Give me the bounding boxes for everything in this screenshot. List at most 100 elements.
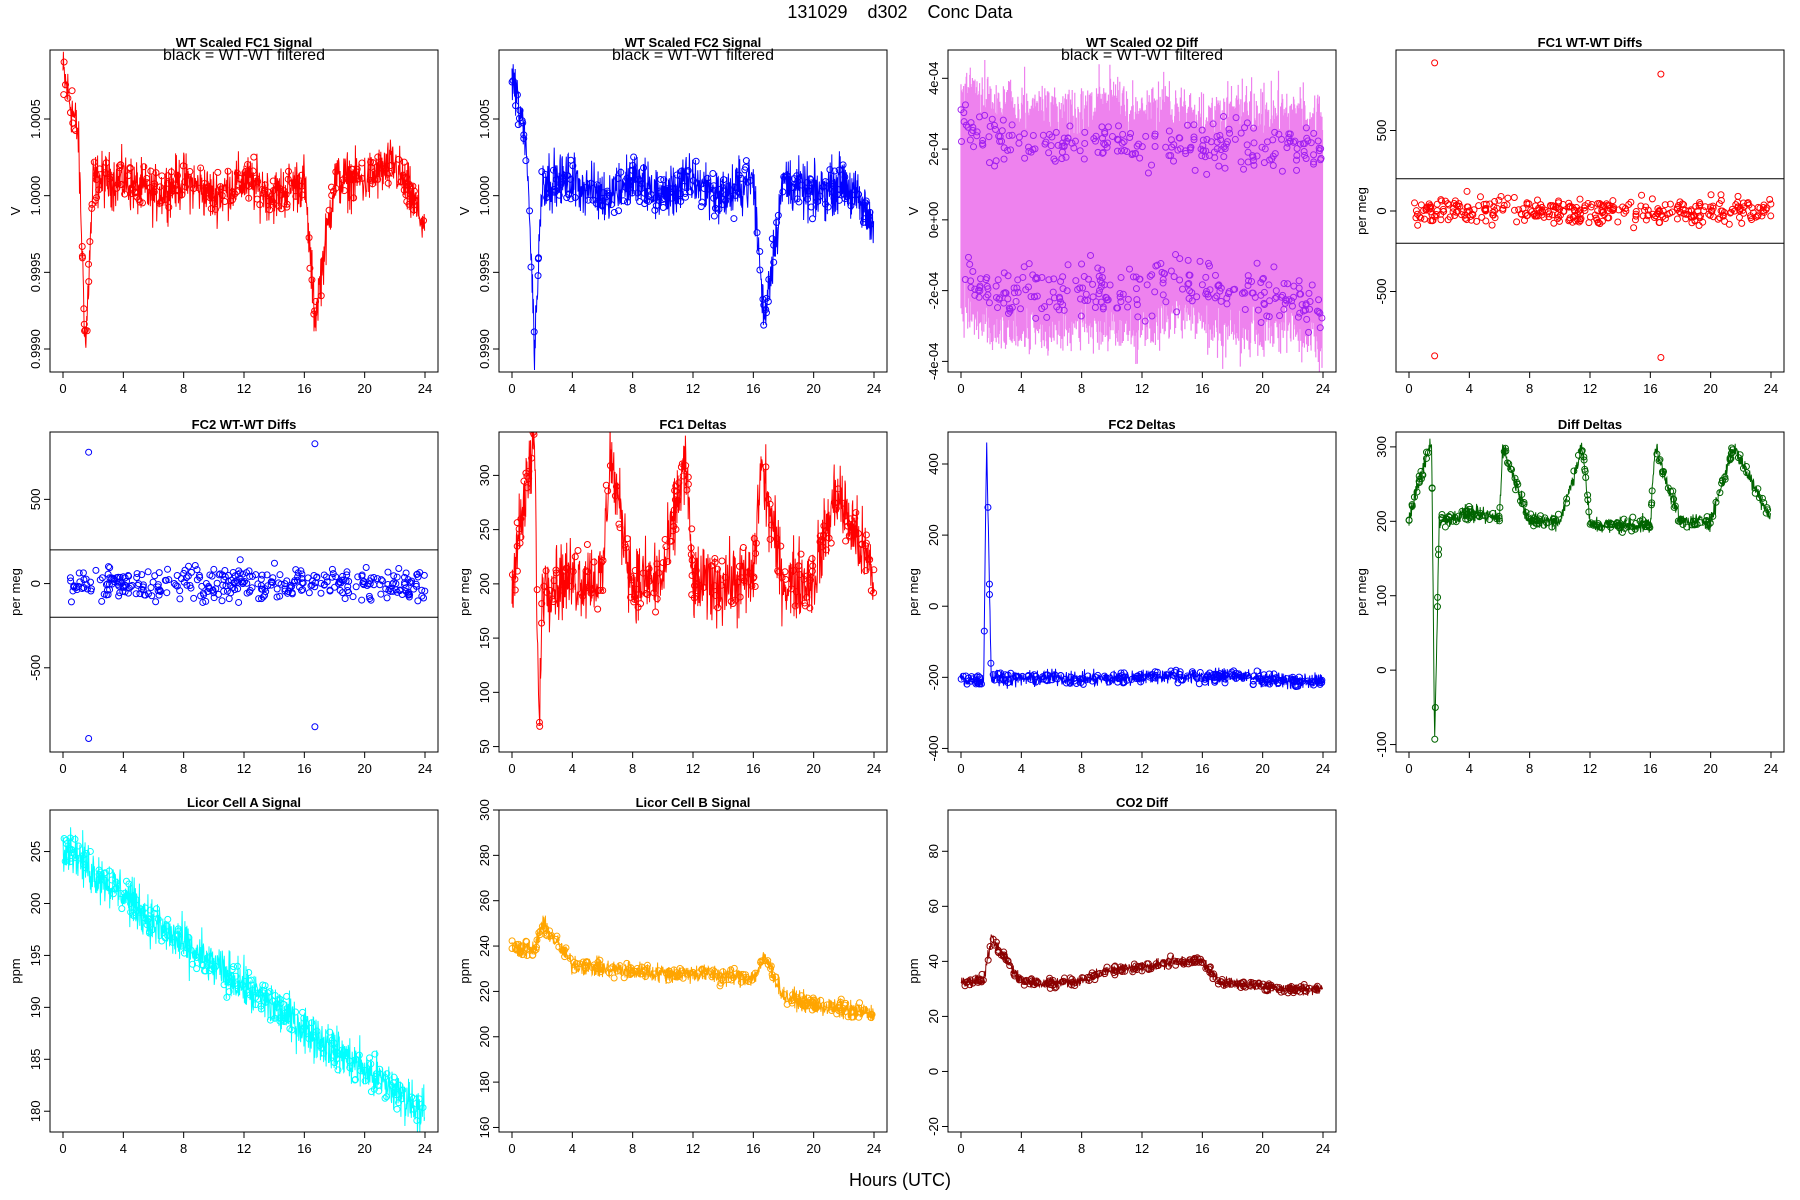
data-point	[1703, 517, 1711, 525]
data-point	[842, 537, 850, 545]
data-point	[1301, 151, 1309, 159]
y-tick-label: 0	[926, 1068, 941, 1075]
data-point	[698, 965, 706, 973]
data-point	[1010, 970, 1018, 978]
data-point	[361, 1066, 369, 1074]
data-point	[1237, 129, 1245, 137]
panel-title: Diff Deltas	[1558, 417, 1622, 432]
data-point	[975, 286, 983, 294]
x-tick-label: 20	[357, 381, 371, 396]
data-point	[1268, 984, 1276, 992]
data-point	[1070, 144, 1078, 152]
data-point	[1202, 147, 1210, 155]
data-point	[173, 572, 181, 580]
data-point	[1586, 520, 1594, 528]
data-point	[984, 503, 992, 511]
data-point	[119, 583, 127, 591]
data-point	[1167, 952, 1175, 960]
y-tick-label: 195	[28, 945, 43, 967]
data-point	[1032, 273, 1040, 281]
data-point	[402, 569, 410, 577]
data-point	[1305, 328, 1313, 336]
data-point	[233, 962, 241, 970]
data-point	[764, 495, 772, 503]
data-point	[804, 195, 812, 203]
data-point	[604, 487, 612, 495]
data-point	[1265, 281, 1273, 289]
data-point	[72, 127, 80, 135]
data-point	[1006, 962, 1014, 970]
data-point	[1244, 158, 1252, 166]
data-point	[1221, 164, 1229, 172]
panel-title: FC1 Deltas	[659, 417, 726, 432]
data-point	[341, 595, 349, 603]
data-point	[1062, 153, 1070, 161]
data-point	[288, 1026, 296, 1034]
data-point	[360, 581, 368, 589]
data-point	[349, 593, 357, 601]
y-tick-label: -200	[926, 664, 941, 690]
data-point	[104, 570, 112, 578]
data-point	[358, 596, 366, 604]
data-point	[1176, 255, 1184, 263]
data-point	[330, 583, 338, 591]
data-point	[1197, 145, 1205, 153]
data-point	[200, 179, 208, 187]
data-point	[599, 557, 607, 565]
data-point	[1433, 603, 1441, 611]
data-point	[193, 576, 201, 584]
data-point	[974, 978, 982, 986]
data-point	[144, 568, 152, 576]
data-point	[1590, 521, 1598, 529]
data-point	[1128, 675, 1136, 683]
data-point	[1742, 462, 1750, 470]
data-point	[1735, 213, 1743, 221]
data-point	[138, 571, 146, 579]
data-point	[366, 1054, 374, 1062]
data-point	[70, 583, 78, 591]
data-point	[720, 176, 728, 184]
data-point	[978, 140, 986, 148]
data-point	[1223, 138, 1231, 146]
data-point	[512, 102, 520, 110]
data-point	[1098, 266, 1106, 274]
data-point	[1520, 216, 1528, 224]
data-point	[644, 197, 652, 205]
data-point	[1644, 522, 1652, 530]
data-point	[87, 587, 95, 595]
data-point	[378, 577, 386, 585]
data-point	[637, 600, 645, 608]
data-point	[1291, 137, 1299, 145]
data-point	[520, 477, 528, 485]
data-point	[1000, 299, 1008, 307]
data-point	[1193, 293, 1201, 301]
data-point	[549, 595, 557, 603]
data-point	[208, 572, 216, 580]
plot-area	[508, 432, 878, 730]
data-point	[634, 189, 642, 197]
data-point	[420, 571, 428, 579]
data-point	[977, 680, 985, 688]
data-point	[722, 971, 730, 979]
x-tick-label: 20	[1703, 761, 1717, 776]
data-point	[225, 595, 233, 603]
data-point	[991, 676, 999, 684]
data-point	[198, 961, 206, 969]
y-tick-label: 200	[477, 1026, 492, 1048]
data-point	[774, 567, 782, 575]
data-point	[1010, 284, 1018, 292]
data-point	[1022, 286, 1030, 294]
data-point	[223, 993, 231, 1001]
data-point	[1184, 121, 1192, 129]
data-point	[570, 966, 578, 974]
data-point	[1129, 968, 1137, 976]
x-tick-label: 20	[1703, 381, 1717, 396]
data-point	[1695, 221, 1703, 229]
data-point	[831, 167, 839, 175]
data-point	[1250, 161, 1258, 169]
data-point	[1117, 966, 1125, 974]
data-point	[308, 276, 316, 284]
data-point	[987, 659, 995, 667]
data-point	[1020, 981, 1028, 989]
data-point	[161, 934, 169, 942]
